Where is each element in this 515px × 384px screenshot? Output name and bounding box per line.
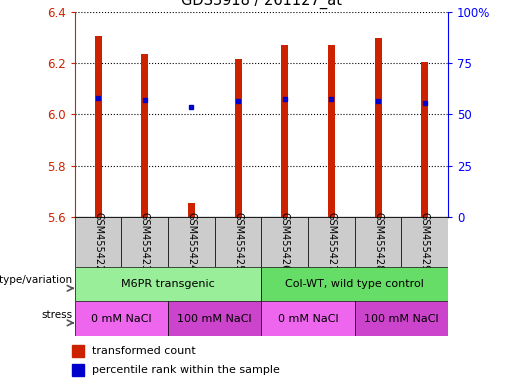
- Bar: [168, 217, 215, 267]
- Bar: [168, 301, 261, 336]
- Bar: [328, 45, 335, 217]
- Bar: [188, 203, 195, 217]
- Bar: [355, 301, 448, 336]
- Bar: [215, 217, 261, 267]
- Bar: [421, 61, 428, 217]
- Text: GSM455427: GSM455427: [327, 212, 336, 271]
- Text: GSM455426: GSM455426: [280, 212, 290, 271]
- Text: Col-WT, wild type control: Col-WT, wild type control: [285, 279, 424, 289]
- Bar: [281, 45, 288, 217]
- Bar: [261, 301, 355, 336]
- Bar: [95, 36, 101, 217]
- Bar: [75, 301, 168, 336]
- Text: GSM455424: GSM455424: [186, 212, 196, 271]
- Text: M6PR transgenic: M6PR transgenic: [121, 279, 215, 289]
- Text: stress: stress: [41, 310, 73, 319]
- Bar: [141, 54, 148, 217]
- Bar: [75, 217, 122, 267]
- Bar: [308, 217, 355, 267]
- Bar: [122, 217, 168, 267]
- Text: percentile rank within the sample: percentile rank within the sample: [92, 365, 280, 375]
- Text: GSM455429: GSM455429: [420, 212, 430, 271]
- Bar: [355, 217, 401, 267]
- Text: GSM455423: GSM455423: [140, 212, 150, 271]
- Title: GDS3918 / 261127_at: GDS3918 / 261127_at: [181, 0, 342, 9]
- Text: GSM455422: GSM455422: [93, 212, 103, 271]
- Bar: [75, 267, 261, 301]
- Text: GSM455428: GSM455428: [373, 212, 383, 271]
- Bar: [261, 217, 308, 267]
- Text: 100 mM NaCl: 100 mM NaCl: [364, 314, 439, 324]
- Bar: [72, 345, 84, 357]
- Bar: [374, 38, 382, 217]
- Text: 100 mM NaCl: 100 mM NaCl: [177, 314, 252, 324]
- Text: 0 mM NaCl: 0 mM NaCl: [91, 314, 151, 324]
- Text: GSM455425: GSM455425: [233, 212, 243, 271]
- Text: genotype/variation: genotype/variation: [0, 275, 73, 285]
- Text: transformed count: transformed count: [92, 346, 196, 356]
- Bar: [234, 59, 242, 217]
- Text: 0 mM NaCl: 0 mM NaCl: [278, 314, 338, 324]
- Bar: [261, 267, 448, 301]
- Bar: [401, 217, 448, 267]
- Bar: [72, 364, 84, 376]
